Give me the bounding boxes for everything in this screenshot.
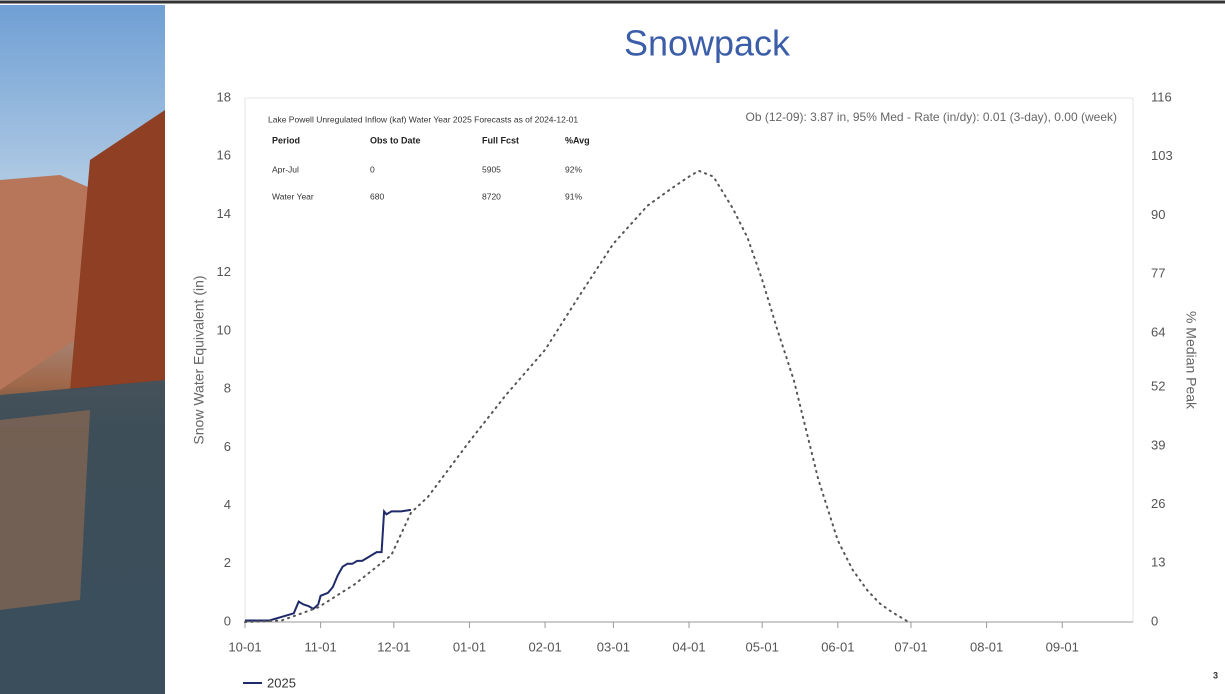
series-line	[245, 508, 412, 622]
legend-label: 2025	[267, 675, 296, 690]
x-tick-label: 08-01	[970, 639, 1003, 654]
table-cell: 5905	[482, 164, 501, 174]
table-cell: Apr-Jul	[272, 164, 299, 174]
y2-axis-label: % Median Peak	[1183, 311, 1199, 410]
y-tick-label: 14	[217, 206, 231, 221]
y-axis-label: Snow Water Equivalent (in)	[191, 275, 207, 444]
y-tick-label: 16	[217, 148, 231, 163]
y2-tick-label: 77	[1151, 266, 1165, 281]
table-cell: 680	[370, 191, 384, 201]
y-tick-label: 6	[224, 439, 231, 454]
table-cell: 8720	[482, 191, 501, 201]
y-tick-label: 12	[217, 264, 231, 279]
series-line	[244, 169, 910, 623]
table-cell: 0	[370, 164, 375, 174]
x-tick-label: 09-01	[1046, 639, 1079, 654]
y2-tick-label: 103	[1151, 148, 1173, 163]
y2-tick-label: 90	[1151, 207, 1165, 222]
table-cell: 91%	[565, 191, 582, 201]
table-header: Obs to Date	[370, 135, 421, 145]
x-tick-label: 11-01	[304, 639, 336, 654]
y-tick-label: 0	[224, 613, 231, 628]
canyon-photo	[0, 5, 165, 694]
page-number: 3	[1213, 670, 1218, 680]
table-header: %Avg	[565, 135, 590, 145]
y2-tick-label: 26	[1151, 496, 1165, 511]
table-header: Period	[272, 135, 300, 145]
slide-title: Snowpack	[624, 23, 791, 64]
y-tick-label: 10	[217, 322, 231, 337]
y2-tick-label: 13	[1151, 555, 1165, 570]
x-tick-label: 04-01	[672, 639, 705, 654]
y-tick-label: 18	[217, 89, 231, 104]
table-cell: 92%	[565, 164, 582, 174]
x-tick-label: 06-01	[821, 639, 854, 654]
x-tick-label: 12-01	[377, 639, 410, 654]
x-tick-label: 01-01	[453, 639, 486, 654]
y2-tick-label: 39	[1151, 437, 1165, 452]
x-tick-label: 03-01	[597, 639, 630, 654]
y2-tick-label: 52	[1151, 379, 1165, 394]
y-tick-label: 4	[224, 497, 231, 512]
table-header: Full Fcst	[482, 135, 519, 145]
annotation: Ob (12-09): 3.87 in, 95% Med - Rate (in/…	[745, 110, 1117, 124]
x-tick-label: 05-01	[746, 639, 779, 654]
y2-tick-label: 64	[1151, 324, 1165, 339]
y-tick-label: 2	[224, 555, 231, 570]
x-tick-label: 07-01	[894, 639, 927, 654]
y-tick-label: 8	[224, 381, 231, 396]
x-tick-label: 10-01	[228, 639, 261, 654]
table-cell: Water Year	[272, 191, 314, 201]
table-title: Lake Powell Unregulated Inflow (kaf) Wat…	[268, 114, 578, 124]
y2-tick-label: 116	[1151, 89, 1172, 104]
y2-tick-label: 0	[1151, 613, 1158, 628]
x-tick-label: 02-01	[528, 639, 561, 654]
